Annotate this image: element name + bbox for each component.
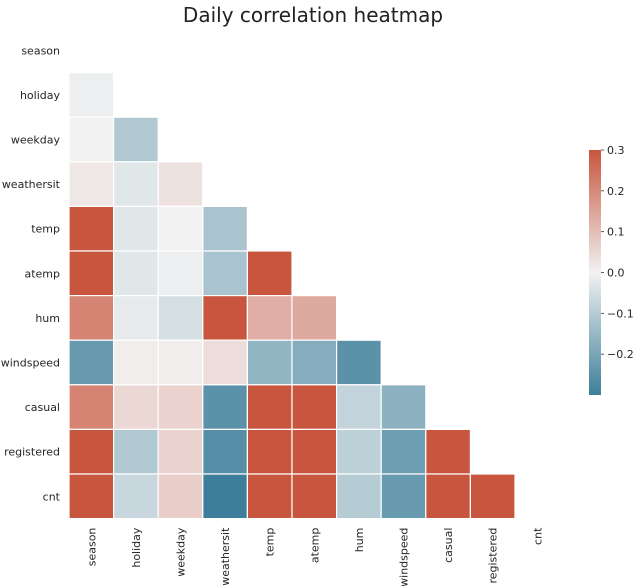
- x-tick-label-holiday: holiday: [130, 527, 143, 568]
- heatmap-cell-holiday-season: [68, 71, 115, 118]
- heatmap-cell-registered-weekday: [157, 428, 204, 475]
- y-tick-label-season: season: [21, 44, 60, 57]
- heatmap-cell-atemp-holiday: [112, 250, 159, 297]
- heatmap-cell-registered-weathersit: [202, 428, 249, 475]
- heatmap-cell-temp-weekday: [157, 205, 204, 252]
- heatmap-cell-atemp-weekday: [157, 250, 204, 297]
- heatmap-cell-weathersit-weekday: [157, 161, 204, 208]
- y-tick-label-holiday: holiday: [20, 89, 61, 102]
- heatmap-cell-temp-season: [68, 205, 115, 252]
- x-tick-label-registered: registered: [487, 528, 500, 584]
- chart-title: Daily correlation heatmap: [183, 3, 443, 27]
- heatmap-cells: [68, 71, 516, 520]
- heatmap-cell-casual-hum: [336, 384, 382, 430]
- y-tick-label-weathersit: weathersit: [2, 178, 61, 191]
- heatmap-cell-registered-atemp: [291, 428, 338, 475]
- heatmap-cell-casual-season: [68, 384, 115, 430]
- colorbar: 0.3 0.2 0.1 0.0 −0.1 −0.2: [589, 144, 634, 395]
- heatmap-cell-registered-temp: [246, 428, 293, 475]
- heatmap-cell-windspeed-weathersit: [202, 339, 249, 386]
- heatmap-cell-casual-weathersit: [202, 384, 249, 430]
- y-axis-tick-labels: season holiday weekday weathersit temp atemp h…: [1, 44, 61, 503]
- y-tick-label-weekday: weekday: [11, 134, 61, 147]
- colorbar-ticks: 0.3 0.2 0.1 0.0 −0.1 −0.2: [601, 144, 634, 361]
- heatmap-cell-windspeed-season: [68, 339, 115, 386]
- heatmap-cell-cnt-casual: [425, 473, 471, 520]
- heatmap-cell-cnt-weathersit: [202, 473, 249, 520]
- heatmap-cell-cnt-windspeed: [380, 473, 427, 520]
- x-tick-label-hum: hum: [353, 528, 366, 553]
- heatmap-cell-casual-holiday: [112, 384, 159, 430]
- heatmap-cell-hum-atemp: [291, 295, 338, 341]
- x-tick-label-atemp: atemp: [308, 528, 321, 564]
- colorbar-tick-label: 0.0: [607, 267, 625, 280]
- heatmap-cell-cnt-season: [68, 473, 115, 520]
- y-tick-label-cnt: cnt: [43, 490, 61, 503]
- x-tick-label-weathersit: weathersit: [219, 527, 232, 586]
- y-tick-label-registered: registered: [4, 446, 60, 459]
- heatmap-cell-cnt-temp: [246, 473, 293, 520]
- heatmap-cell-temp-weathersit: [202, 205, 249, 252]
- colorbar-gradient: [589, 150, 601, 395]
- heatmap-cell-cnt-weekday: [157, 473, 204, 520]
- heatmap-cell-hum-holiday: [112, 295, 159, 341]
- heatmap-cell-casual-temp: [246, 384, 293, 430]
- y-tick-label-windspeed: windspeed: [1, 357, 60, 370]
- heatmap-cell-weekday-season: [68, 116, 115, 163]
- heatmap-cell-casual-weekday: [157, 384, 204, 430]
- heatmap-cell-windspeed-atemp: [291, 339, 338, 386]
- heatmap-cell-atemp-temp: [246, 250, 293, 297]
- colorbar-tick-label: 0.3: [607, 144, 625, 157]
- heatmap-cell-cnt-registered: [469, 473, 516, 520]
- heatmap-cell-windspeed-temp: [246, 339, 293, 386]
- y-tick-label-atemp: atemp: [24, 267, 60, 280]
- x-tick-label-temp: temp: [264, 528, 277, 557]
- heatmap-cell-weathersit-season: [68, 161, 115, 208]
- x-axis-tick-labels: season holiday weekday weathersit temp atemp h…: [85, 527, 544, 586]
- colorbar-tick-label: 0.1: [607, 226, 625, 239]
- heatmap-cell-registered-holiday: [112, 428, 159, 475]
- heatmap-cell-windspeed-holiday: [112, 339, 159, 386]
- heatmap-cell-registered-casual: [425, 428, 471, 475]
- heatmap-cell-windspeed-weekday: [157, 339, 204, 386]
- heatmap-cell-weathersit-holiday: [112, 161, 159, 208]
- heatmap-cell-cnt-holiday: [112, 473, 159, 520]
- heatmap-cell-hum-weekday: [157, 295, 204, 341]
- y-tick-label-hum: hum: [35, 312, 60, 325]
- heatmap-cell-temp-holiday: [112, 205, 159, 252]
- heatmap-cell-hum-season: [68, 295, 115, 341]
- heatmap-cell-weekday-holiday: [112, 116, 159, 163]
- x-tick-label-weekday: weekday: [175, 527, 188, 577]
- heatmap-cell-atemp-weathersit: [202, 250, 249, 297]
- heatmap-cell-registered-windspeed: [380, 428, 427, 475]
- colorbar-tick-label: −0.2: [607, 348, 634, 361]
- heatmap-cell-registered-hum: [336, 428, 382, 475]
- colorbar-tick-label: 0.2: [607, 185, 625, 198]
- y-tick-label-casual: casual: [25, 401, 60, 414]
- heatmap-cell-windspeed-hum: [336, 339, 382, 386]
- x-tick-label-cnt: cnt: [531, 527, 544, 545]
- y-tick-label-temp: temp: [31, 223, 60, 236]
- x-tick-label-season: season: [85, 528, 98, 567]
- x-tick-label-windspeed: windspeed: [398, 528, 411, 586]
- heatmap-cell-atemp-season: [68, 250, 115, 297]
- heatmap-cell-casual-windspeed: [380, 384, 427, 430]
- x-tick-label-casual: casual: [442, 528, 455, 563]
- heatmap-cell-cnt-atemp: [291, 473, 338, 520]
- colorbar-tick-label: −0.1: [607, 307, 634, 320]
- heatmap-cell-hum-weathersit: [202, 295, 249, 341]
- heatmap-cell-registered-season: [68, 428, 115, 475]
- heatmap-cell-casual-atemp: [291, 384, 338, 430]
- heatmap-cell-hum-temp: [246, 295, 293, 341]
- heatmap-cell-cnt-hum: [336, 473, 382, 520]
